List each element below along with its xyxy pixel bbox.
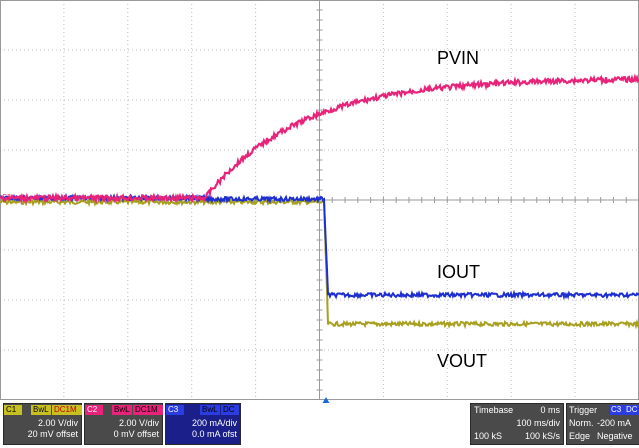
timebase-rate: 100 kS/s: [524, 431, 560, 441]
trigger-mode: Norm.: [569, 418, 594, 428]
channel-c1-coupling-badge: DC1M: [52, 405, 82, 415]
channel-c2-scale: 2.00 V/div: [118, 418, 159, 428]
iout-label: IOUT: [437, 262, 480, 282]
trigger-panel[interactable]: Trigger C3 DC Norm. -200 mA Edge Negativ…: [566, 403, 639, 445]
channel-c3-offset: 0.0 mA ofst: [191, 429, 237, 439]
channel-c1-scale: 2.00 V/div: [37, 418, 78, 428]
channel-c3-coupling-badge: DC: [221, 405, 239, 415]
channel-c1-offset: 20 mV offset: [27, 429, 78, 439]
vout-trace: [0, 197, 639, 330]
timebase-title: Timebase: [474, 405, 514, 415]
channel-c3-bwl-badge: BwL: [200, 405, 220, 415]
channel-c1-bwl-badge: BwL: [31, 405, 51, 415]
channel-c2-panel[interactable]: C2 BwL DC1M 2.00 V/div 0 mV offset: [84, 403, 163, 445]
vout-label: VOUT: [437, 351, 488, 371]
waveform-traces: [0, 73, 639, 330]
ground-marker-c3: C3: [2, 194, 11, 201]
channel-c2-coupling-badge: DC1M: [133, 405, 163, 415]
channel-c2-bwl-badge: BwL: [112, 405, 132, 415]
pvin-label: PVIN: [437, 48, 480, 68]
channel-c3-scale: 200 mA/div: [191, 418, 237, 428]
trigger-position-marker[interactable]: [322, 397, 330, 404]
pvin-trace: [0, 73, 639, 205]
trigger-level: -200 mA: [597, 418, 632, 428]
channel-c2-id: C2: [85, 405, 103, 415]
trigger-type: Edge: [569, 431, 591, 441]
trigger-slope: Negative: [597, 431, 633, 441]
timebase-delay: 0 ms: [540, 405, 560, 415]
trigger-channel-badge: C3: [609, 405, 623, 415]
channel-c1-id: C1: [4, 405, 22, 415]
trigger-title: Trigger: [569, 405, 598, 415]
channel-c2-offset: 0 mV offset: [113, 429, 159, 439]
channel-c1-panel[interactable]: C1 BwL DC1M 2.00 V/div 20 mV offset: [3, 403, 82, 445]
timebase-panel[interactable]: Timebase 0 ms 100 ms/div 100 kS 100 kS/s: [470, 403, 564, 445]
timebase-scale: 100 ms/div: [516, 418, 560, 428]
channel-c3-panel[interactable]: C3 BwL DC 200 mA/div 0.0 mA ofst: [165, 403, 241, 445]
trigger-coupling-badge: DC: [624, 405, 639, 415]
oscilloscope-display: [0, 0, 639, 400]
timebase-samples: 100 kS: [474, 431, 503, 441]
channel-c3-id: C3: [166, 405, 184, 415]
